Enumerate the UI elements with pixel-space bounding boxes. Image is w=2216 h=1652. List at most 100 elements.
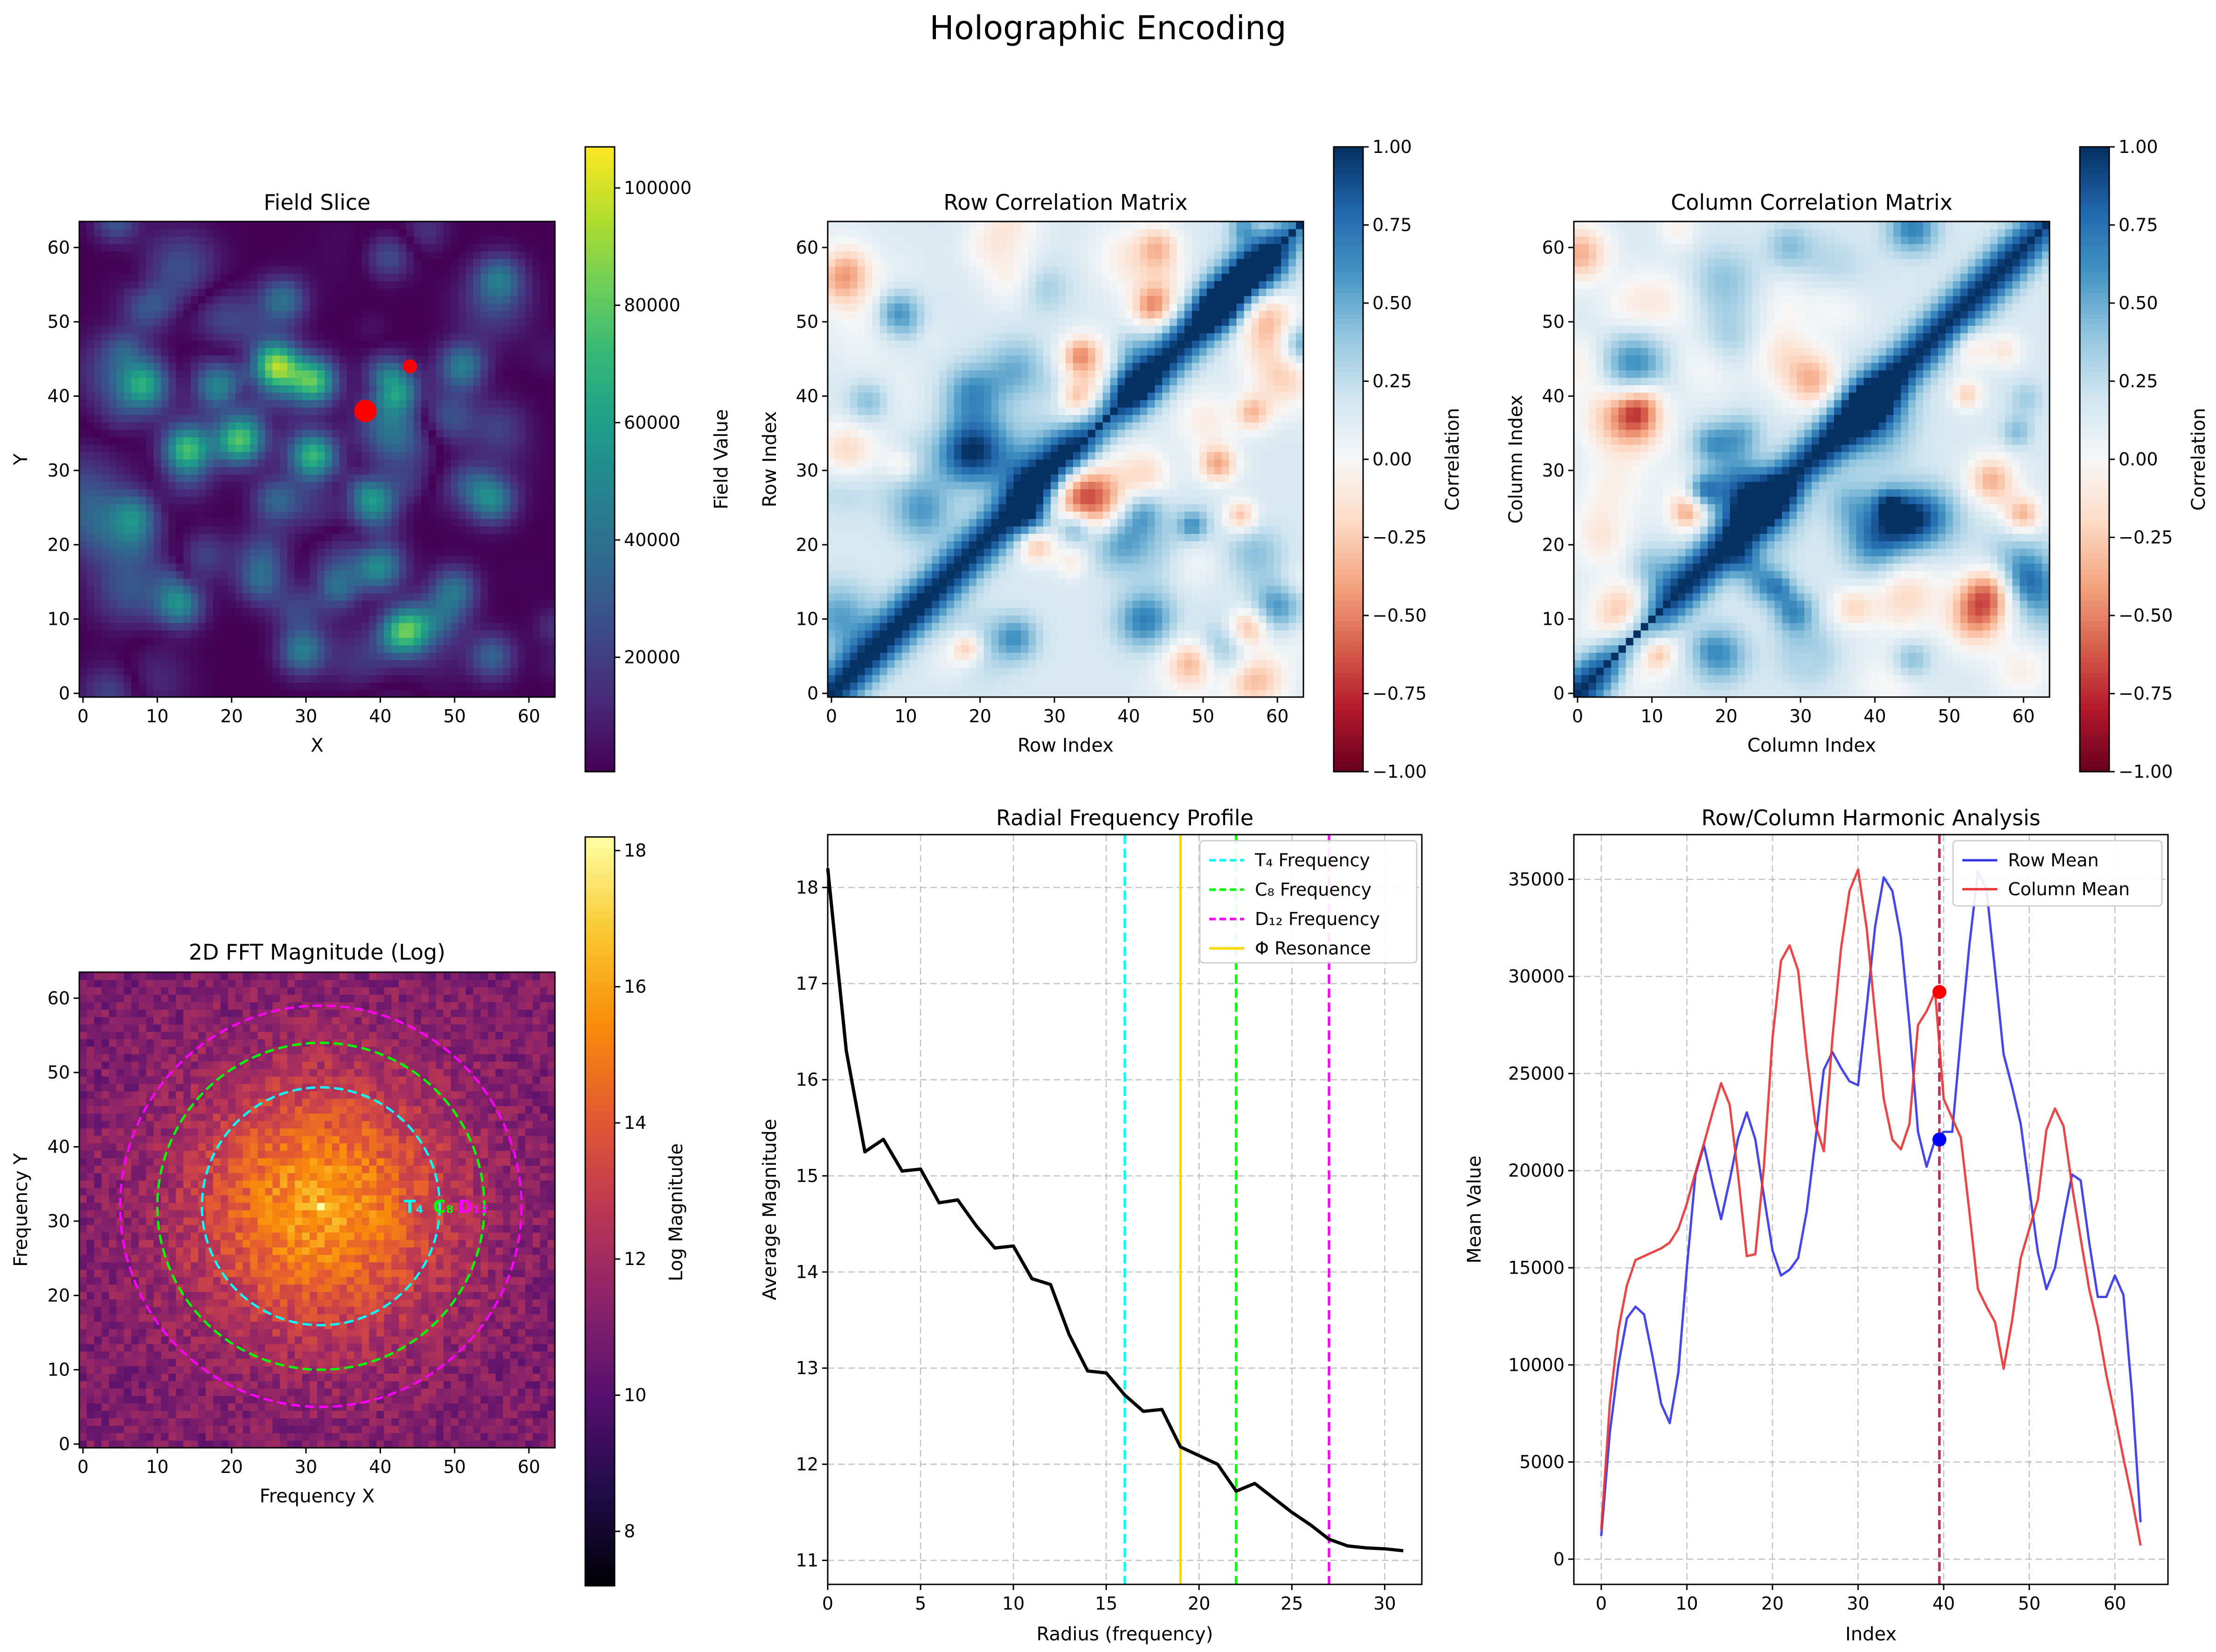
axes-frame [78,221,556,698]
axes-frame [1573,834,2169,1585]
panel-title: Column Correlation Matrix [1671,190,1953,215]
colorbar-label: Correlation [2188,408,2209,511]
x-tick-label: 10 [894,706,917,726]
ring-label: T₄ [404,1196,424,1217]
x-tick-label: 60 [2012,706,2035,726]
x-axis-label: Row Index [1018,735,1114,756]
y-axis-label: Row Index [759,411,781,507]
y-tick-label: 0 [59,683,70,704]
y-tick-label: 30 [1542,460,1565,481]
colorbar-tick-label: 40000 [624,530,680,550]
y-tick-label: 50 [48,1062,70,1083]
ring-1 [156,1041,486,1371]
y-tick-label: 12 [796,1454,818,1474]
y-tick-label: 10 [48,609,70,629]
y-tick-label: 30 [48,460,70,481]
frequency-rings: T₄ C₈ D₁₂ [119,1004,523,1408]
colorbar-tick-label: −0.25 [2119,527,2173,548]
y-tick-label: 50 [1542,311,1565,332]
x-tick-label: 20 [221,706,243,726]
x-tick-label: 50 [1192,706,1214,726]
axes-frame [827,834,1423,1585]
y-tick-label: 40 [1542,386,1565,407]
x-tick-label: 60 [518,706,540,726]
panel-title: Field Slice [263,190,370,215]
colorbar-tick-label: 18 [624,840,646,861]
ring-0 [201,1086,441,1327]
colorbar-tick-label: 0.25 [2119,371,2158,392]
y-tick-label: 60 [1542,237,1565,258]
colorbar-tick-label: 0.00 [1372,449,1412,470]
colorbar-tick-label: −1.00 [1372,761,1427,782]
x-tick-label: 30 [295,706,317,726]
x-tick-label: 20 [1761,1593,1784,1614]
y-tick-label: 20 [48,1285,70,1306]
colorbar-tick-label: 20000 [624,647,680,668]
x-tick-label: 10 [146,1457,168,1477]
y-tick-label: 20000 [1508,1161,1565,1181]
panel-radial-profile: Radial Frequency Profile 0 5 10 15 20 25 30 11 1… [759,805,1423,1645]
axes-frame [1573,221,2050,698]
y-axis-label: Y [10,453,32,465]
colorbar: −1.00 −0.75 −0.50 −0.25 0.00 0.25 0.50 0.75 1.00 [1333,137,1427,782]
panel-column-correlation: Column Correlation Matrix 0 10 20 30 40 50 600… [1505,137,2209,782]
y-tick-label: 40 [48,386,70,407]
panel-fft-magnitude: 2D FFT Magnitude (Log) 0 10 20 30 40 50 60 0 10 2… [10,836,687,1587]
ring-label: D₁₂ [458,1196,488,1217]
suptitle: Holographic Encoding [929,9,1286,47]
x-tick-label: 40 [1932,1593,1955,1614]
x-tick-label: 40 [369,1457,391,1477]
x-tick-label: 40 [1117,706,1140,726]
legend-entry: T₄ Frequency [1254,850,1370,871]
tick-labels: 0 10 20 30 40 50 60 0 10 20 30 40 50 60 [796,237,1289,726]
y-tick-label: 40 [48,1137,70,1157]
y-tick-label: 20 [796,534,818,555]
x-tick-label: 10 [1002,1593,1025,1614]
x-tick-label: 20 [969,706,991,726]
y-tick-label: 50 [796,311,818,332]
colorbar-tick-label: 14 [624,1113,646,1133]
x-tick-label: 30 [1373,1593,1396,1614]
y-tick-label: 20 [1542,534,1565,555]
y-tick-label: 18 [796,877,818,898]
x-tick-label: 10 [146,706,168,726]
colorbar-tick-label: 10 [624,1385,646,1405]
colorbar-frame [584,146,616,773]
legend-entry: Φ Resonance [1255,938,1371,959]
colorbar-label: Correlation [1442,408,1463,511]
y-tick-label: 35000 [1508,869,1565,890]
x-tick-label: 0 [822,1593,833,1614]
axes-frame [78,971,556,1449]
y-tick-label: 0 [1553,1549,1565,1569]
x-tick-label: 0 [77,706,89,726]
tick-labels: 0 10 20 30 40 50 60 0 10 20 30 40 50 60 [48,237,540,726]
y-tick-label: 16 [796,1070,818,1090]
panel-row-correlation: Row Correlation Matrix 0 10 20 30 40 50 60 0 10 2… [759,137,1463,782]
x-tick-label: 10 [1676,1593,1698,1614]
y-tick-label: 10000 [1508,1355,1565,1375]
x-tick-label: 20 [221,1457,243,1477]
panel-title: Row/Column Harmonic Analysis [1701,805,2040,830]
x-tick-label: 25 [1281,1593,1303,1614]
tick-labels: 0 10 20 30 40 50 60 0 10 20 30 40 50 60 [1542,237,2035,726]
colorbar-label: Log Magnitude [665,1143,687,1281]
heatmap-image [1574,221,2050,698]
colorbar-tick-label: 0.25 [1372,371,1412,392]
colorbar-frame [584,836,616,1587]
y-tick-label: 14 [796,1262,818,1282]
y-axis-label: Frequency Y [10,1153,32,1267]
colorbar-tick-label: −0.25 [1372,527,1427,548]
panel-title: Radial Frequency Profile [996,805,1253,830]
y-tick-label: 30000 [1508,966,1565,987]
y-axis-label: Column Index [1505,395,1527,524]
y-tick-label: 60 [48,988,70,1009]
colorbar-tick-label: 1.00 [1372,137,1412,157]
x-tick-label: 50 [1938,706,1960,726]
y-axis-label: Mean Value [1464,1155,1485,1264]
y-tick-label: 15 [796,1166,818,1186]
legend-entry: D₁₂ Frequency [1255,909,1380,929]
y-tick-label: 10 [1542,609,1565,629]
x-tick-label: 0 [826,706,837,726]
marker-1 [1932,1133,1946,1147]
